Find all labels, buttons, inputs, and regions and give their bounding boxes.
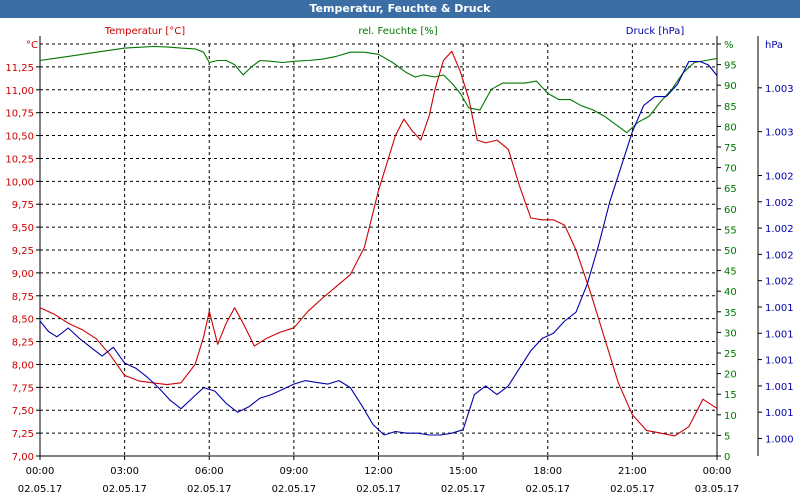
temperature-tick-label: 8,50: [12, 315, 34, 326]
temperature-tick-label: 10,00: [5, 177, 34, 188]
pressure-tick-label: 1.001: [765, 382, 794, 393]
date-tick-label: 02.05.17: [272, 484, 317, 495]
humidity-tick-label: %: [724, 40, 734, 51]
time-tick-label: 03:00: [110, 466, 139, 477]
pressure-tick-label: 1.001: [765, 408, 794, 419]
pressure-tick-label: 1.002: [765, 277, 794, 288]
temperature-tick-label: 10,25: [5, 154, 34, 165]
pressure-tick-label: 1.001: [765, 329, 794, 340]
time-tick-label: 00:00: [26, 466, 55, 477]
humidity-tick-label: 80: [724, 122, 737, 133]
temperature-tick-label: 9,00: [12, 269, 34, 280]
time-tick-label: 15:00: [449, 466, 478, 477]
pressure-tick-label: 1.002: [765, 198, 794, 209]
pressure-tick-label: 1.002: [765, 171, 794, 182]
pressure-tick-label: 1.003: [765, 128, 794, 139]
legend-humidity: rel. Feuchte [%]: [358, 26, 437, 37]
time-tick-label: 21:00: [618, 466, 647, 477]
temperature-tick-label: 7,00: [12, 452, 34, 463]
humidity-tick-label: 0: [724, 452, 730, 463]
humidity-axis-ticks: 0 5 10 15 20 25 30 35 40 45 50 55 60 65 70 75 80 85 90 95%: [717, 40, 737, 463]
time-tick-label: 12:00: [364, 466, 393, 477]
temperature-tick-label: 8,25: [12, 338, 34, 349]
chart-grid: [40, 43, 717, 456]
pressure-tick-label: 1.002: [765, 250, 794, 261]
humidity-tick-label: 10: [724, 411, 737, 422]
date-tick-label: 02.05.17: [187, 484, 232, 495]
pressure-line: [39, 60, 718, 436]
legend-pressure: Druck [hPa]: [626, 26, 685, 37]
pressure-tick-label: 1.000: [765, 434, 794, 445]
humidity-tick-label: 85: [724, 102, 737, 113]
humidity-tick-label: 15: [724, 390, 737, 401]
humidity-tick-label: 65: [724, 184, 737, 195]
humidity-tick-label: 90: [724, 81, 737, 92]
date-tick-label: 03.05.17: [695, 484, 740, 495]
humidity-tick-label: 55: [724, 225, 737, 236]
temperature-unit-label: °C: [26, 40, 38, 51]
temperature-tick-label: 7,75: [12, 383, 34, 394]
humidity-tick-label: 25: [724, 349, 737, 360]
time-tick-label: 06:00: [195, 466, 224, 477]
date-tick-label: 02.05.17: [356, 484, 401, 495]
temperature-tick-label: 8,75: [12, 292, 34, 303]
pressure-axis-ticks: 1.000 1.001 1.001 1.001 1.001 1.001 1.002 1.002…: [758, 40, 794, 445]
date-tick-label: 02.05.17: [610, 484, 655, 495]
temperature-axis-ticks: 7,00 7,25 7,50 7,75 8,00 8,25 8,50 8,75 9,00 9,25…: [5, 40, 40, 463]
humidity-tick-label: 60: [724, 205, 737, 216]
temperature-tick-label: 9,75: [12, 200, 34, 211]
humidity-tick-label: 50: [724, 246, 737, 257]
temperature-tick-label: 9,50: [12, 223, 34, 234]
chart-series: [39, 45, 718, 437]
pressure-tick-label: 1.002: [765, 224, 794, 235]
pressure-tick-label: 1.003: [765, 84, 794, 95]
time-axis-ticks: 00:00 02.05.17 03:00 02.05.17 06:00 02.05.17 0…: [18, 456, 740, 495]
window-title: Temperatur, Feuchte & Druck: [0, 0, 800, 18]
humidity-tick-label: 40: [724, 287, 737, 298]
time-tick-label: 18:00: [533, 466, 562, 477]
pressure-unit-label: hPa: [765, 40, 783, 51]
date-tick-label: 02.05.17: [18, 484, 63, 495]
temperature-tick-label: 11,25: [5, 63, 34, 74]
chart-legend: Temperatur [°C] rel. Feuchte [%] Druck [hP…: [104, 26, 685, 37]
temperature-tick-label: 10,75: [5, 109, 34, 120]
humidity-tick-label: 20: [724, 370, 737, 381]
temperature-tick-label: 7,50: [12, 406, 34, 417]
date-tick-label: 02.05.17: [525, 484, 570, 495]
legend-temperature: Temperatur [°C]: [104, 26, 185, 37]
humidity-tick-label: 75: [724, 143, 737, 154]
humidity-tick-label: 95: [724, 61, 737, 72]
humidity-tick-label: 35: [724, 308, 737, 319]
date-tick-label: 02.05.17: [441, 484, 486, 495]
humidity-tick-label: 45: [724, 267, 737, 278]
temperature-tick-label: 9,25: [12, 246, 34, 257]
humidity-tick-label: 70: [724, 164, 737, 175]
temperature-tick-label: 7,25: [12, 429, 34, 440]
date-tick-label: 02.05.17: [102, 484, 147, 495]
pressure-tick-label: 1.001: [765, 356, 794, 367]
humidity-tick-label: 5: [724, 431, 730, 442]
temperature-tick-label: 8,00: [12, 360, 34, 371]
temperature-tick-label: 10,50: [5, 132, 34, 143]
pressure-tick-label: 1.001: [765, 303, 794, 314]
chart-axes: [39, 36, 759, 457]
temperature-line: [39, 50, 718, 437]
time-tick-label: 09:00: [279, 466, 308, 477]
time-tick-label: 00:00: [703, 466, 732, 477]
humidity-line: [39, 45, 718, 134]
temperature-tick-label: 11,00: [5, 86, 34, 97]
humidity-tick-label: 30: [724, 328, 737, 339]
